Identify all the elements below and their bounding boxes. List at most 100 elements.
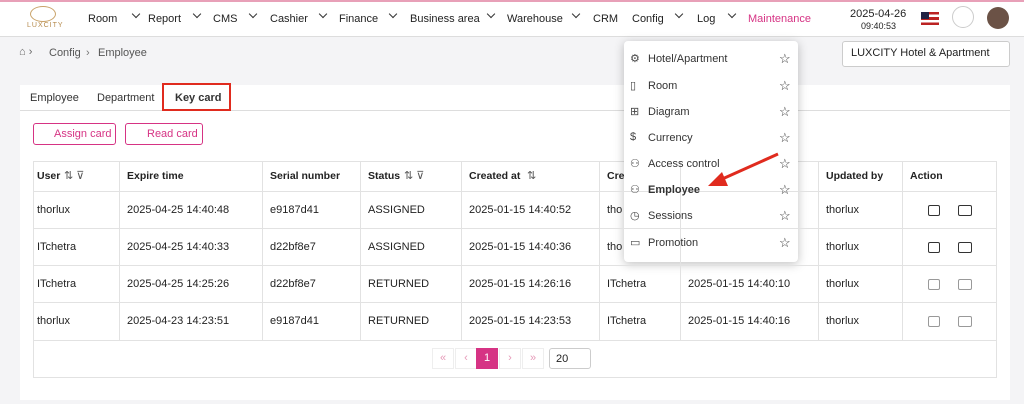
cell: 2025-04-25 14:40:48 (127, 203, 230, 216)
page-size-text[interactable]: 20 (556, 353, 569, 365)
cell: d22bf8e7 (270, 240, 316, 253)
annotation-arrow (708, 152, 779, 186)
column-header: Expire time (127, 170, 184, 182)
cell: ITchetra (37, 277, 77, 290)
nav-item[interactable]: Config (632, 13, 664, 25)
col-divider (599, 161, 600, 340)
nav-item[interactable]: Maintenance (748, 13, 811, 25)
action-icon[interactable] (928, 278, 940, 290)
nav-item[interactable]: Cashier (270, 13, 308, 25)
tab[interactable]: Department (97, 92, 155, 104)
favorite-star[interactable]: ☆ (779, 182, 791, 197)
favorite-star[interactable]: ☆ (779, 235, 791, 250)
sort-filter-icon[interactable]: ⇅ (527, 170, 537, 182)
cell: RETURNED (368, 277, 430, 290)
cell: ASSIGNED (368, 203, 425, 216)
page-nav[interactable]: « (432, 348, 454, 369)
menu-icon: $ (630, 131, 637, 143)
action-icon[interactable] (958, 204, 972, 216)
dropdown-menu (624, 41, 798, 262)
menu-icon: ⚇ (630, 184, 640, 196)
button[interactable] (125, 123, 203, 145)
cell: 2025-01-15 14:23:53 (469, 315, 572, 327)
menu-icon: ⚇ (630, 158, 640, 170)
page-nav[interactable]: » (522, 348, 544, 369)
menu-item[interactable]: Currency (648, 132, 693, 144)
favorite-star[interactable]: ☆ (779, 78, 791, 93)
cell: 2025-01-15 14:40:52 (469, 203, 572, 216)
action-icon[interactable] (928, 204, 940, 216)
menu-icon: ▭ (630, 237, 641, 249)
table-frame (33, 161, 997, 378)
nav-item[interactable]: Room (88, 13, 118, 25)
page-nav[interactable]: › (499, 348, 521, 369)
menu-item[interactable]: Hotel/Apartment (648, 53, 728, 65)
cell: 2025-04-23 14:23:51 (127, 315, 230, 327)
cell: thorlux (826, 240, 860, 253)
sort-filter-icon[interactable]: ⇅ ⊽ (64, 170, 85, 182)
favorite-star[interactable]: ☆ (779, 104, 791, 119)
favorite-star[interactable]: ☆ (779, 208, 791, 223)
button-label[interactable]: Assign card (54, 128, 112, 140)
tab[interactable]: Key card (175, 92, 222, 104)
column-header: Created at (469, 170, 521, 182)
nav-item[interactable]: Finance (339, 13, 379, 25)
menu-icon: ◷ (630, 210, 640, 222)
cell: ITchetra (607, 277, 647, 290)
col-divider (119, 161, 120, 340)
cell: RETURNED (368, 315, 430, 327)
cell: thorlux (826, 203, 860, 216)
nav-item[interactable]: Report (148, 13, 182, 25)
cell: thorlux (37, 315, 71, 327)
breadcrumb-sep: › (86, 47, 90, 59)
cell: 2025-01-15 14:40:16 (688, 315, 791, 327)
nav-item[interactable]: CRM (593, 13, 619, 25)
nav-item[interactable]: Warehouse (507, 13, 563, 25)
breadcrumb-item[interactable]: Config (49, 47, 81, 59)
button[interactable] (33, 123, 116, 145)
col-divider (902, 161, 903, 340)
favorite-star[interactable]: ☆ (779, 156, 791, 171)
home-icon[interactable]: ⌂ › (19, 46, 33, 58)
nav-item[interactable]: Log (697, 13, 716, 25)
flag[interactable] (921, 12, 939, 25)
menu-item[interactable]: Promotion (648, 237, 699, 249)
nav-item[interactable]: CMS (213, 13, 238, 25)
row-divider (33, 191, 997, 192)
action-icon[interactable] (928, 316, 940, 327)
page-size[interactable] (549, 348, 591, 369)
sort-filter-icon[interactable]: ⇅ ⊽ (404, 170, 425, 182)
breadcrumb-item: Employee (98, 47, 147, 59)
col-divider (818, 161, 819, 340)
cell: 2025-01-15 14:26:16 (469, 277, 572, 290)
action-icon[interactable] (958, 241, 972, 253)
page-current[interactable]: 1 (476, 348, 498, 369)
page-nav[interactable]: ‹ (455, 348, 477, 369)
logo-mark (30, 6, 56, 22)
nav-item[interactable]: Business area (410, 13, 480, 25)
menu-item[interactable]: Diagram (648, 106, 690, 118)
notification-button[interactable] (952, 6, 974, 28)
menu-item[interactable]: Employee (648, 184, 700, 196)
menu-item[interactable]: Room (648, 80, 678, 92)
action-icon[interactable] (958, 316, 972, 327)
tab[interactable]: Employee (30, 92, 79, 104)
menu-icon: ⚙ (630, 53, 640, 65)
button-label[interactable]: Read card (147, 128, 198, 140)
cell: ITchetra (607, 315, 647, 327)
avatar[interactable] (987, 7, 1009, 29)
hotel-select[interactable] (842, 41, 1010, 67)
col-divider (461, 161, 462, 340)
row-divider (33, 265, 997, 266)
row-divider (33, 302, 997, 303)
menu-item[interactable]: Access control (648, 158, 720, 170)
top-bar (0, 0, 1024, 37)
col-divider (680, 161, 681, 340)
menu-icon: ▯ (630, 80, 637, 92)
menu-item[interactable]: Sessions (648, 210, 693, 222)
favorite-star[interactable]: ☆ (779, 51, 791, 66)
hotel-select-text[interactable]: LUXCITY Hotel & Apartment (851, 47, 990, 59)
action-icon[interactable] (958, 278, 972, 290)
favorite-star[interactable]: ☆ (779, 130, 791, 145)
action-icon[interactable] (928, 241, 940, 253)
